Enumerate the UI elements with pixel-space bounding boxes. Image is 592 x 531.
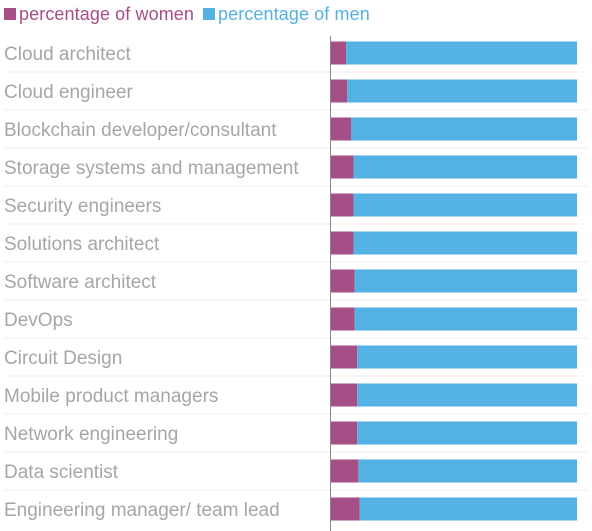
bar-women (330, 117, 351, 141)
bar-men (359, 497, 577, 521)
bar-women (330, 231, 354, 255)
bar-women (330, 193, 354, 217)
bar-men (354, 269, 577, 293)
bar-men (357, 345, 577, 369)
bar-men (353, 231, 577, 255)
bar-men (357, 421, 577, 445)
category-label: Solutions architect (4, 234, 160, 255)
category-label: Engineering manager/ team lead (4, 500, 280, 521)
category-label: Security engineers (4, 196, 161, 217)
bar-men (358, 459, 577, 483)
bar-women (330, 41, 347, 65)
bar-women (330, 383, 358, 407)
bar-women (330, 459, 359, 483)
bar-women (330, 307, 355, 331)
bar-men (354, 307, 577, 331)
category-label: Data scientist (4, 462, 119, 483)
bar-women (330, 421, 358, 445)
category-label: Network engineering (4, 424, 178, 445)
category-label: Software architect (4, 272, 157, 293)
bar-women (330, 155, 354, 179)
category-label: Cloud architect (4, 44, 131, 65)
category-label: Blockchain developer/consultant (4, 120, 277, 141)
bar-men (347, 79, 577, 103)
legend-label-men: percentage of men (218, 3, 370, 24)
category-label: Cloud engineer (4, 82, 134, 103)
legend-label-women: percentage of women (19, 3, 195, 24)
bar-men (350, 117, 577, 141)
bar-men (346, 41, 577, 65)
category-label: Storage systems and management (4, 158, 299, 179)
legend: percentage of women percentage of men (4, 3, 379, 25)
bar-women (330, 345, 358, 369)
bar-men (357, 383, 577, 407)
category-label: DevOps (4, 310, 73, 331)
category-label: Mobile product managers (4, 386, 218, 407)
bar-women (330, 79, 348, 103)
bar-women (330, 269, 355, 293)
legend-item-men: percentage of men (203, 4, 370, 25)
legend-item-women: percentage of women (4, 4, 194, 25)
bar-men (353, 193, 577, 217)
bar-women (330, 497, 360, 521)
category-label: Circuit Design (4, 348, 122, 369)
legend-swatch-women (4, 8, 16, 20)
bar-men (353, 155, 577, 179)
legend-swatch-men (203, 8, 216, 20)
